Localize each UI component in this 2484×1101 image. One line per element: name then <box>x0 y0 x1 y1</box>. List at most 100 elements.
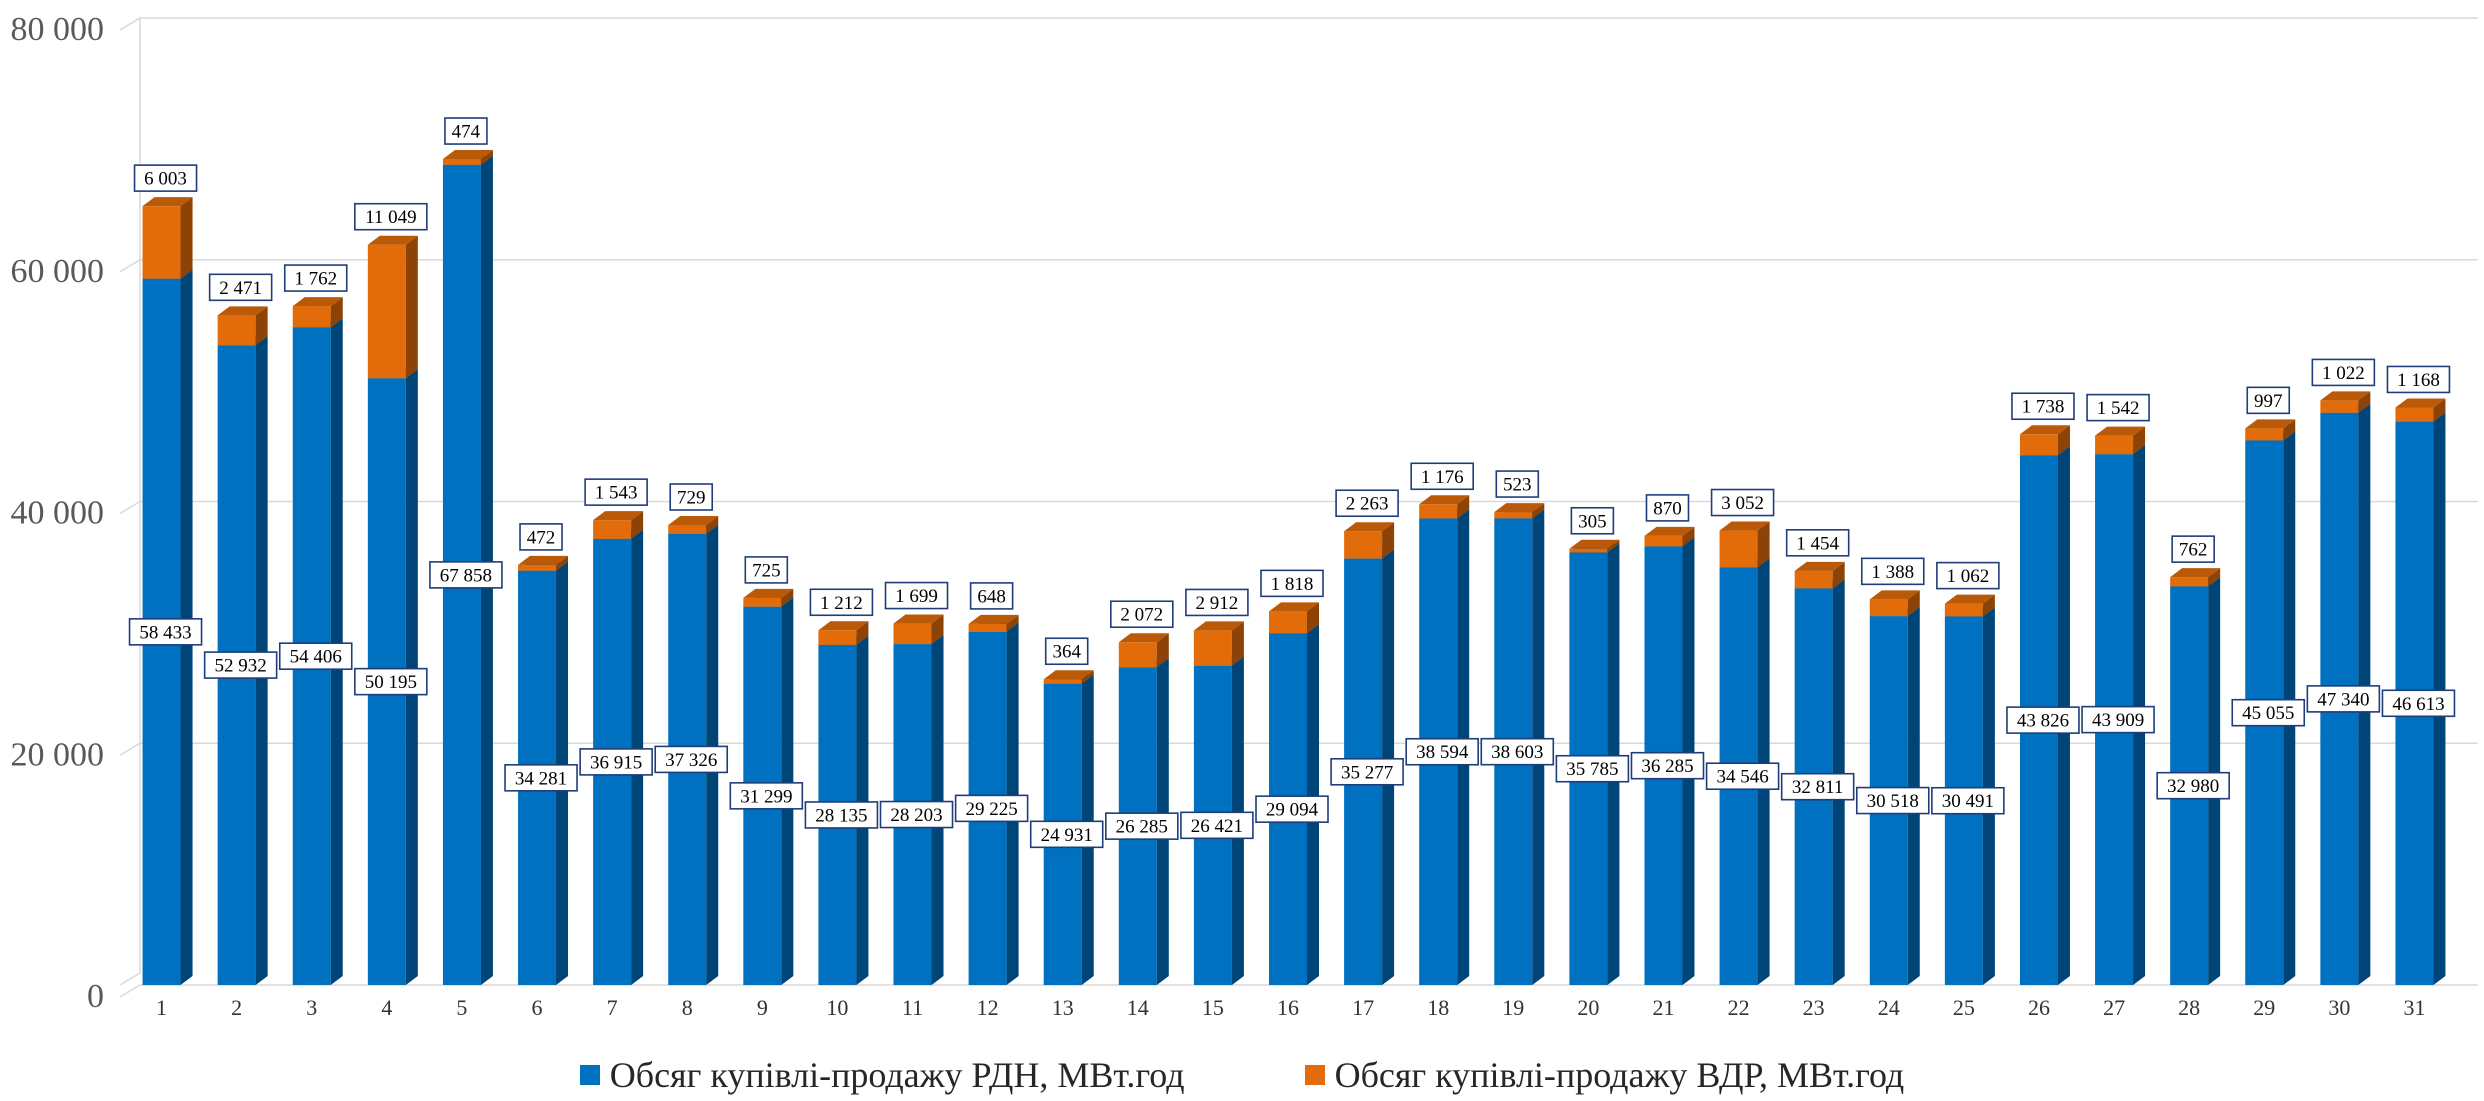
bar-vdr-18-top <box>1419 495 1470 505</box>
bar-vdr-4 <box>367 235 418 379</box>
data-label-vdr-23-box <box>1785 529 1850 557</box>
data-label-rdn-12-box <box>954 794 1029 823</box>
bar-vdr-27-front <box>2095 435 2134 455</box>
data-label-rdn-19: 38 603 <box>1480 737 1555 766</box>
bar-vdr-14 <box>1118 633 1169 668</box>
data-label-vdr-21-box <box>1645 494 1690 522</box>
bar-vdr-31-side <box>2433 398 2446 422</box>
bar-vdr-1 <box>142 197 193 279</box>
x-tick-label: 11 <box>902 995 923 1020</box>
bar-vdr-23-top <box>1794 561 1845 571</box>
data-label-rdn-3-box <box>278 642 353 670</box>
data-label-rdn-25-box <box>1931 786 2005 815</box>
bar-vdr-11-top <box>893 614 944 624</box>
bar-vdr-9-top <box>743 588 794 598</box>
data-label-rdn-10-text: 28 135 <box>815 805 867 826</box>
bar-vdr-14-front <box>1118 642 1157 668</box>
bar-vdr-8-front <box>668 525 707 534</box>
data-label-rdn-8-box <box>654 745 729 774</box>
x-tick-label: 4 <box>381 995 392 1020</box>
legend-label-vdr: Обсяг купівлі-продажу ВДР, МВт.год <box>1334 1055 1905 1095</box>
data-label-vdr-21-text: 870 <box>1653 498 1682 519</box>
data-label-rdn-12: 29 225 <box>954 794 1029 823</box>
bar-vdr-25 <box>1944 594 1995 617</box>
bar-vdr-21-front <box>1644 535 1683 547</box>
data-label-vdr-28: 762 <box>2171 535 2215 563</box>
data-label-rdn-15-text: 26 421 <box>1191 816 1243 837</box>
bar-vdr-28 <box>2170 568 2221 587</box>
data-label-vdr-31-box <box>2386 365 2451 394</box>
bar-vdr-24-top <box>1869 590 1920 600</box>
data-label-vdr-2: 2 471 <box>208 273 273 302</box>
bar-vdr-4-top <box>367 235 418 245</box>
data-label-rdn-7-text: 36 915 <box>590 752 642 773</box>
data-label-vdr-7-box <box>584 478 648 506</box>
x-tick-label: 1 <box>156 995 167 1020</box>
y-tick-label: 40 000 <box>11 495 105 532</box>
gridline <box>119 17 2478 31</box>
bar-vdr-9 <box>743 588 794 607</box>
data-label-vdr-26: 1 738 <box>2011 392 2075 421</box>
bar-vdr-30-front <box>2320 400 2359 413</box>
data-label-vdr-12-box <box>969 582 1014 610</box>
data-label-rdn-6: 34 281 <box>504 764 578 792</box>
bar-vdr-7-front <box>593 520 632 539</box>
data-label-rdn-28-box <box>2156 771 2230 800</box>
bar-vdr-7-top <box>593 511 644 521</box>
x-tick-label: 27 <box>2103 995 2125 1020</box>
bar-vdr-4-front <box>367 244 406 379</box>
data-label-rdn-7-box <box>579 748 653 776</box>
data-label-rdn-8-text: 37 326 <box>665 750 717 771</box>
legend-item-rdn[interactable]: Обсяг купівлі-продажу РДН, МВт.год <box>579 1054 1185 1096</box>
bar-vdr-12-side <box>1006 614 1019 632</box>
data-label-vdr-14-box <box>1110 600 1174 629</box>
data-label-rdn-11: 28 203 <box>879 800 954 829</box>
data-label-rdn-8: 37 326 <box>654 745 729 774</box>
data-label-rdn-11-box <box>879 800 954 829</box>
data-label-vdr-16-box <box>1260 569 1324 598</box>
data-label-vdr-28-box <box>2171 535 2215 563</box>
data-label-rdn-27-box <box>2081 705 2155 734</box>
data-label-vdr-8-box <box>669 483 714 511</box>
data-label-vdr-19: 523 <box>1495 470 1540 498</box>
bar-vdr-8-top <box>668 516 719 526</box>
data-label-vdr-16-text: 1 818 <box>1271 574 1314 595</box>
data-label-vdr-22-text: 3 052 <box>1721 493 1764 514</box>
bar-vdr-31-top <box>2395 398 2446 408</box>
bar-vdr-11 <box>893 614 944 645</box>
data-label-vdr-30-text: 1 022 <box>2322 363 2365 384</box>
data-label-rdn-31-box <box>2381 689 2456 718</box>
bar-vdr-31-front <box>2395 407 2434 422</box>
data-label-vdr-15-box <box>1185 588 1249 617</box>
bar-vdr-2 <box>217 306 268 346</box>
bar-vdr-2-top <box>217 306 268 316</box>
bar-vdr-19-side <box>1532 503 1545 519</box>
data-label-rdn-30-box <box>2306 685 2381 713</box>
data-label-vdr-24-text: 1 388 <box>1871 562 1914 583</box>
bar-vdr-3-side <box>330 297 343 328</box>
data-label-vdr-21: 870 <box>1645 494 1690 522</box>
legend-swatch-vdr <box>1304 1065 1325 1085</box>
legend-item-vdr[interactable]: Обсяг купівлі-продажу ВДР, МВт.год <box>1304 1054 1905 1096</box>
data-label-rdn-24-text: 30 518 <box>1867 791 1919 812</box>
data-label-vdr-2-box <box>208 273 273 302</box>
bar-vdr-26-front <box>2019 434 2058 456</box>
y-tick-label: 20 000 <box>11 736 105 773</box>
bar-vdr-15-front <box>1193 630 1232 666</box>
data-label-vdr-24-box <box>1860 557 1925 586</box>
bar-vdr-2-side <box>255 306 268 346</box>
bar-vdr-29-side <box>2283 419 2296 441</box>
data-label-vdr-1: 6 003 <box>133 164 198 192</box>
bar-vdr-31 <box>2395 398 2446 422</box>
data-label-vdr-4-box <box>354 202 428 231</box>
data-label-rdn-3: 54 406 <box>278 642 353 670</box>
data-label-vdr-22: 3 052 <box>1710 488 1775 517</box>
bar-vdr-5-front <box>442 159 481 165</box>
bar-vdr-10 <box>818 621 869 645</box>
data-label-vdr-22-box <box>1710 488 1775 517</box>
data-label-rdn-22: 34 546 <box>1705 762 1780 791</box>
data-label-vdr-9-text: 725 <box>752 560 781 581</box>
data-label-rdn-20-text: 35 785 <box>1566 759 1618 780</box>
bar-vdr-21-side <box>1682 526 1695 547</box>
bar-vdr-21 <box>1644 526 1695 547</box>
